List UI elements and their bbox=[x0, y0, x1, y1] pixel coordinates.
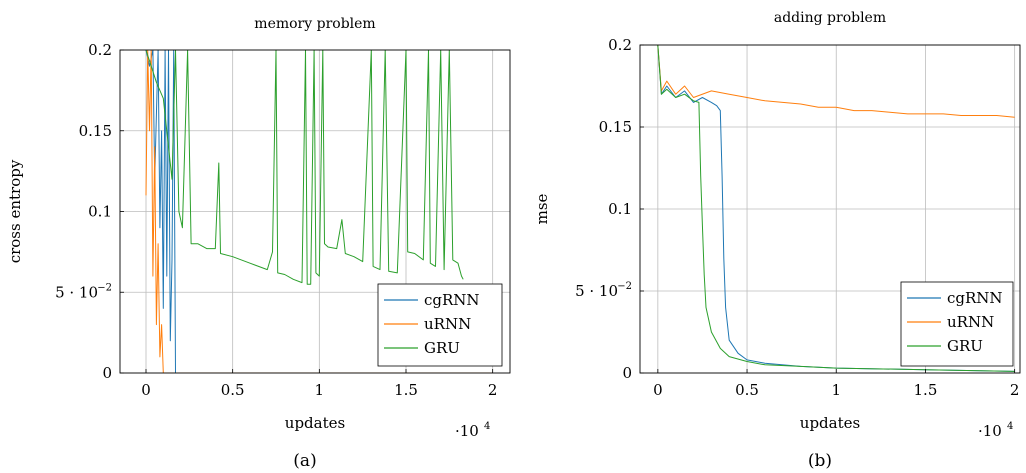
series-line-cgrnn bbox=[657, 45, 1015, 372]
x-tick-label: 1.5 bbox=[394, 381, 418, 399]
x-tick-label: 0.5 bbox=[221, 381, 245, 399]
legend-label-cgrnn: cgRNN bbox=[424, 291, 480, 309]
series-group bbox=[657, 45, 1015, 372]
legend-label-urnn: uRNN bbox=[947, 313, 994, 331]
x-axis-multiplier: ·10 bbox=[455, 422, 479, 440]
panel-caption: (a) bbox=[293, 451, 316, 471]
x-axis-multiplier: ·10 bbox=[978, 422, 1002, 440]
chart-memory-problem: 0 0.5 1 1.5 2 0 5 · 10 −2 0.1 0.15 0.2 memory probl… bbox=[6, 16, 511, 471]
series-line-gru bbox=[145, 50, 464, 285]
x-tick-label: 0 bbox=[653, 381, 663, 399]
y-tick-label: 0.1 bbox=[88, 203, 112, 221]
y-axis-label: cross entropy bbox=[6, 159, 24, 263]
x-axis-label: updates bbox=[800, 414, 860, 432]
y-axis-label: mse bbox=[533, 193, 551, 224]
x-tick-label: 2 bbox=[1010, 381, 1020, 399]
y-tick-label: 0.2 bbox=[88, 41, 112, 59]
chart-title: adding problem bbox=[774, 10, 886, 26]
y-tick-label: 5 · 10 bbox=[55, 283, 98, 301]
legend-box bbox=[377, 283, 503, 367]
y-tick-label: 0 bbox=[622, 364, 632, 382]
x-tick-label: 0.5 bbox=[735, 381, 759, 399]
x-axis-label: updates bbox=[285, 414, 345, 432]
series-line-urnn bbox=[657, 45, 1015, 118]
y-tick-label: 0.15 bbox=[79, 122, 112, 140]
y-tick-label: 0.1 bbox=[608, 200, 632, 218]
x-tick-label: 2 bbox=[488, 381, 498, 399]
x-axis-multiplier-exponent: 4 bbox=[1007, 421, 1013, 432]
legend-label-cgrnn: cgRNN bbox=[947, 289, 1003, 307]
x-tick-label: 1 bbox=[831, 381, 841, 399]
x-tick-label: 1.5 bbox=[914, 381, 938, 399]
panel-caption: (b) bbox=[808, 451, 832, 471]
chart-title: memory problem bbox=[254, 16, 375, 32]
chart-adding-problem: 0 0.5 1 1.5 2 0 5 · 10 −2 0.1 0.15 0.2 adding probl… bbox=[533, 10, 1021, 471]
legend-box bbox=[900, 281, 1014, 367]
y-tick-exponent: −2 bbox=[97, 282, 112, 293]
series-line-urnn bbox=[145, 50, 493, 373]
legend-label-urnn: uRNN bbox=[424, 315, 471, 333]
y-tick-label: 5 · 10 bbox=[575, 282, 618, 300]
x-axis-multiplier-exponent: 4 bbox=[484, 421, 490, 432]
legend: cgRNN uRNN GRU bbox=[377, 283, 503, 367]
x-tick-label: 1 bbox=[315, 381, 325, 399]
y-tick-label: 0 bbox=[102, 364, 112, 382]
y-tick-label: 0.2 bbox=[608, 36, 632, 54]
series-line-gru bbox=[657, 45, 1015, 372]
legend-label-gru: GRU bbox=[424, 339, 460, 357]
legend-label-gru: GRU bbox=[947, 337, 983, 355]
series-group bbox=[145, 50, 493, 373]
y-tick-label: 0.15 bbox=[599, 118, 632, 136]
legend: cgRNN uRNN GRU bbox=[900, 281, 1014, 367]
y-tick-exponent: −2 bbox=[617, 281, 632, 292]
x-tick-label: 0 bbox=[141, 381, 151, 399]
